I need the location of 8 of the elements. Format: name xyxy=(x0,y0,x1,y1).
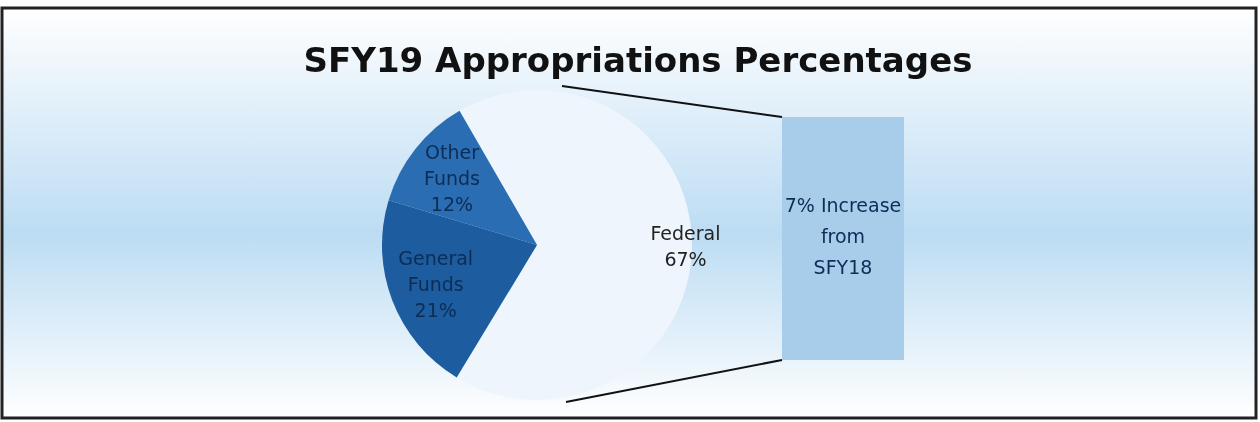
slice-label: Federal xyxy=(650,222,721,245)
chart-title: SFY19 Appropriations Percentages xyxy=(303,40,973,80)
text: 7% Increase from SFY18 xyxy=(784,194,902,278)
data-label: 21% xyxy=(414,298,457,321)
data-label: 67% xyxy=(664,248,707,271)
slice-label: Other Funds xyxy=(424,140,480,189)
slice-label: General Funds xyxy=(398,246,474,295)
data-label: 12% xyxy=(430,192,474,215)
